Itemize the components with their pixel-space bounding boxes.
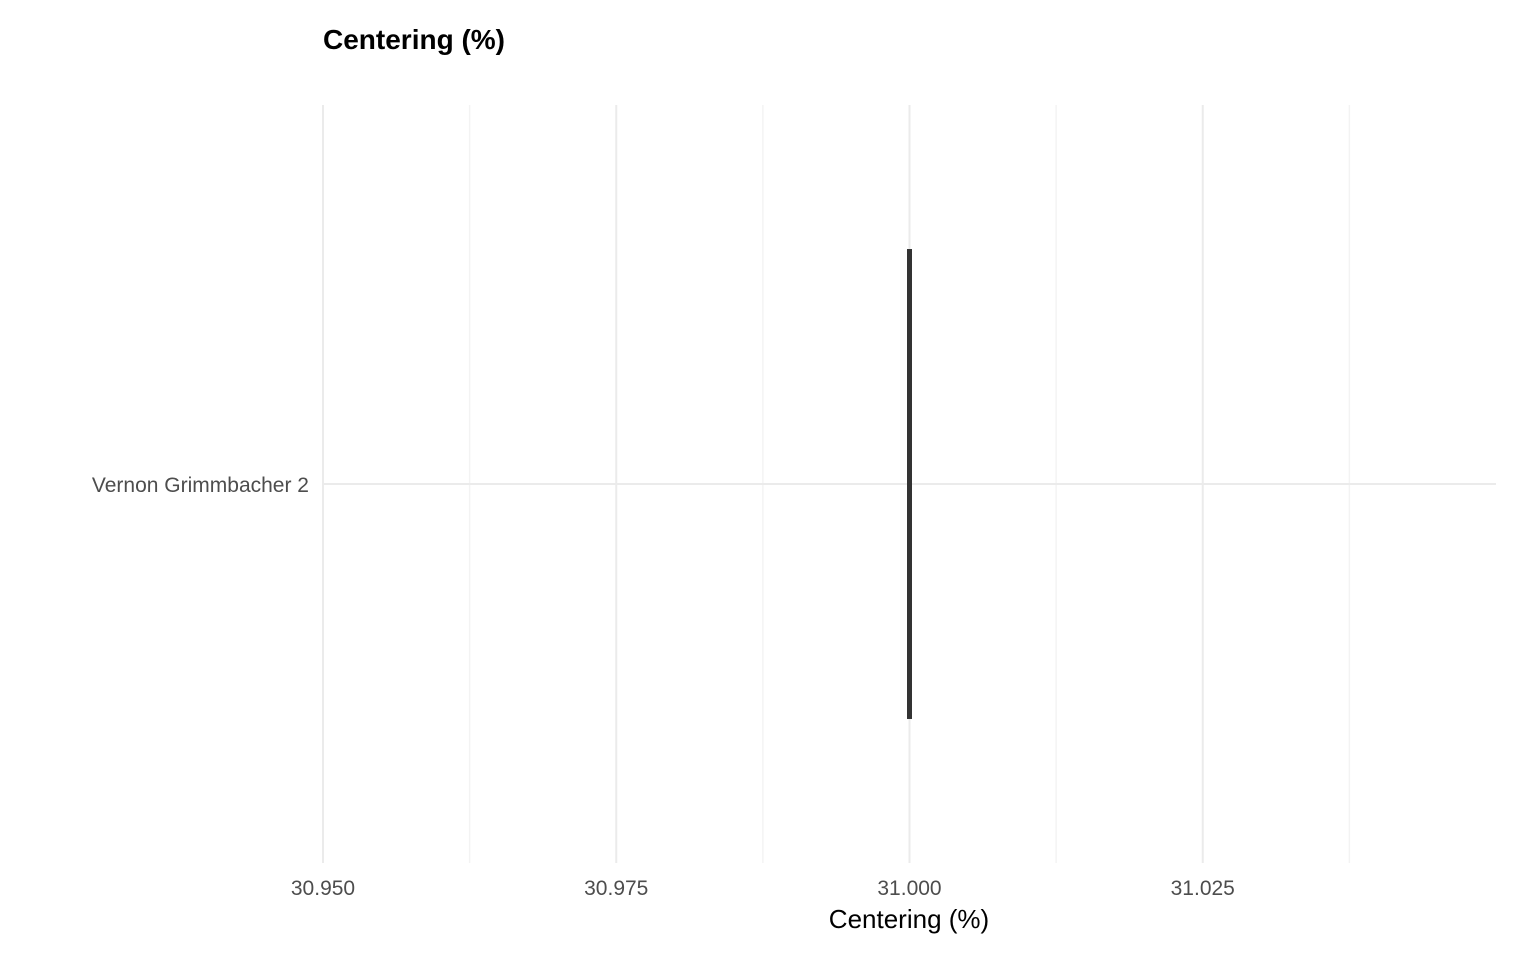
range-bar xyxy=(907,249,912,719)
marks-layer xyxy=(907,249,912,719)
y-tick-label: Vernon Grimmbacher 2 xyxy=(92,474,309,497)
x-axis-title: Centering (%) xyxy=(829,904,989,934)
ticks-layer: 30.950 30.975 31.000 31.025 Vernon Grimmbach… xyxy=(92,474,1235,900)
x-tick-label: 30.975 xyxy=(584,877,648,900)
chart-title: Centering (%) xyxy=(323,24,505,55)
x-tick-label: 31.025 xyxy=(1171,877,1235,900)
x-tick-label: 31.000 xyxy=(877,877,941,900)
x-tick-label: 30.950 xyxy=(291,877,355,900)
